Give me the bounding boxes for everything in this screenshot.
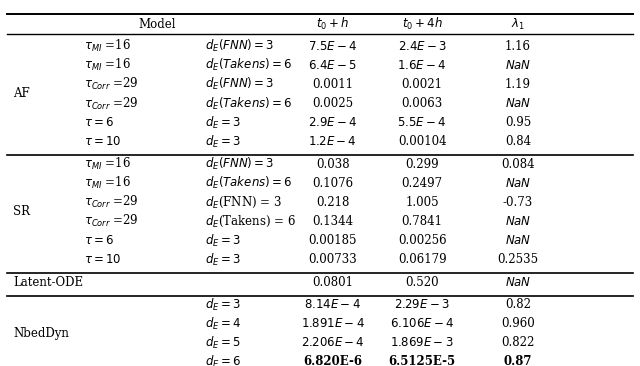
Text: 0.2535: 0.2535 bbox=[497, 253, 538, 266]
Text: 0.82: 0.82 bbox=[505, 298, 531, 311]
Text: $d_E = 5$: $d_E = 5$ bbox=[205, 335, 241, 351]
Text: -0.73: -0.73 bbox=[503, 196, 533, 209]
Text: 0.038: 0.038 bbox=[316, 158, 349, 171]
Text: $\tau_{MI}$ =16: $\tau_{MI}$ =16 bbox=[84, 156, 131, 172]
Text: 1.19: 1.19 bbox=[505, 78, 531, 91]
Text: 0.822: 0.822 bbox=[501, 336, 534, 349]
Text: 0.84: 0.84 bbox=[505, 135, 531, 148]
Text: $\tau_{MI}$ =16: $\tau_{MI}$ =16 bbox=[84, 57, 131, 74]
Text: $1.869E-3$: $1.869E-3$ bbox=[390, 336, 454, 349]
Text: 0.00256: 0.00256 bbox=[398, 234, 447, 247]
Text: $1.891E-4$: $1.891E-4$ bbox=[301, 317, 365, 330]
Text: $2.4E-3$: $2.4E-3$ bbox=[397, 40, 447, 53]
Text: $\tau_{Corr}$ =29: $\tau_{Corr}$ =29 bbox=[84, 96, 138, 112]
Text: $\lambda_1$: $\lambda_1$ bbox=[511, 17, 525, 32]
Text: $t_0 + h$: $t_0 + h$ bbox=[316, 16, 349, 33]
Text: $\tau = 10$: $\tau = 10$ bbox=[84, 135, 122, 148]
Text: $NaN$: $NaN$ bbox=[505, 59, 531, 72]
Text: $d_E = 3$: $d_E = 3$ bbox=[205, 251, 241, 268]
Text: Latent-ODE: Latent-ODE bbox=[13, 276, 84, 289]
Text: 0.1076: 0.1076 bbox=[312, 177, 353, 190]
Text: 0.2497: 0.2497 bbox=[402, 177, 443, 190]
Text: 0.520: 0.520 bbox=[405, 276, 439, 289]
Text: $8.14E-4$: $8.14E-4$ bbox=[305, 298, 361, 311]
Text: $6.106E-4$: $6.106E-4$ bbox=[390, 317, 454, 330]
Text: $d_E(Takens) = 6$: $d_E(Takens) = 6$ bbox=[205, 175, 292, 191]
Text: $\tau_{MI}$ =16: $\tau_{MI}$ =16 bbox=[84, 38, 131, 54]
Text: 0.95: 0.95 bbox=[505, 116, 531, 129]
Text: $NaN$: $NaN$ bbox=[505, 215, 531, 228]
Text: $2.206E-4$: $2.206E-4$ bbox=[301, 336, 365, 349]
Text: $d_E = 4$: $d_E = 4$ bbox=[205, 315, 241, 332]
Text: $d_E = 3$: $d_E = 3$ bbox=[205, 232, 241, 249]
Text: NbedDyn: NbedDyn bbox=[13, 327, 69, 340]
Text: 6.5125E-5: 6.5125E-5 bbox=[388, 355, 456, 366]
Text: $\tau_{Corr}$ =29: $\tau_{Corr}$ =29 bbox=[84, 76, 138, 93]
Text: 0.06179: 0.06179 bbox=[398, 253, 447, 266]
Text: $\tau_{MI}$ =16: $\tau_{MI}$ =16 bbox=[84, 175, 131, 191]
Text: SR: SR bbox=[13, 205, 31, 219]
Text: 0.218: 0.218 bbox=[316, 196, 349, 209]
Text: $d_E$(FNN) = 3: $d_E$(FNN) = 3 bbox=[205, 195, 282, 210]
Text: $\tau_{Corr}$ =29: $\tau_{Corr}$ =29 bbox=[84, 213, 138, 229]
Text: 0.0801: 0.0801 bbox=[312, 276, 353, 289]
Text: $d_E = 6$: $d_E = 6$ bbox=[205, 354, 241, 366]
Text: 0.0021: 0.0021 bbox=[402, 78, 443, 91]
Text: $d_E(Takens) = 6$: $d_E(Takens) = 6$ bbox=[205, 96, 292, 112]
Text: $\tau = 6$: $\tau = 6$ bbox=[84, 234, 114, 247]
Text: 1.16: 1.16 bbox=[505, 40, 531, 53]
Text: $\tau = 10$: $\tau = 10$ bbox=[84, 253, 122, 266]
Text: 0.084: 0.084 bbox=[501, 158, 535, 171]
Text: $d_E(Takens) = 6$: $d_E(Takens) = 6$ bbox=[205, 57, 292, 74]
Text: $5.5E-4$: $5.5E-4$ bbox=[397, 116, 447, 129]
Text: $d_E(FNN) = 3$: $d_E(FNN) = 3$ bbox=[205, 38, 275, 54]
Text: $6.4E-5$: $6.4E-5$ bbox=[308, 59, 357, 72]
Text: 0.299: 0.299 bbox=[405, 158, 439, 171]
Text: 6.820E-6: 6.820E-6 bbox=[303, 355, 362, 366]
Text: $2.29E-3$: $2.29E-3$ bbox=[394, 298, 450, 311]
Text: $d_E = 3$: $d_E = 3$ bbox=[205, 115, 241, 131]
Text: $1.6E-4$: $1.6E-4$ bbox=[397, 59, 447, 72]
Text: 0.00185: 0.00185 bbox=[308, 234, 357, 247]
Text: $NaN$: $NaN$ bbox=[505, 177, 531, 190]
Text: $NaN$: $NaN$ bbox=[505, 97, 531, 110]
Text: 0.0025: 0.0025 bbox=[312, 97, 353, 110]
Text: $NaN$: $NaN$ bbox=[505, 234, 531, 247]
Text: 0.0011: 0.0011 bbox=[312, 78, 353, 91]
Text: 0.1344: 0.1344 bbox=[312, 215, 353, 228]
Text: $t_0 + 4h$: $t_0 + 4h$ bbox=[402, 16, 442, 33]
Text: $2.9E-4$: $2.9E-4$ bbox=[308, 116, 358, 129]
Text: $\tau = 6$: $\tau = 6$ bbox=[84, 116, 114, 129]
Text: 0.960: 0.960 bbox=[501, 317, 535, 330]
Text: $d_E(FNN) = 3$: $d_E(FNN) = 3$ bbox=[205, 76, 275, 93]
Text: 0.00104: 0.00104 bbox=[398, 135, 447, 148]
Text: $\tau_{Corr}$ =29: $\tau_{Corr}$ =29 bbox=[84, 194, 138, 210]
Text: $d_E(FNN) = 3$: $d_E(FNN) = 3$ bbox=[205, 156, 275, 172]
Text: $d_E$(Takens) = 6: $d_E$(Takens) = 6 bbox=[205, 214, 296, 229]
Text: $7.5E-4$: $7.5E-4$ bbox=[308, 40, 358, 53]
Text: $NaN$: $NaN$ bbox=[505, 276, 531, 289]
Text: Model: Model bbox=[138, 18, 176, 31]
Text: 0.0063: 0.0063 bbox=[401, 97, 443, 110]
Text: AF: AF bbox=[13, 87, 30, 101]
Text: 0.00733: 0.00733 bbox=[308, 253, 357, 266]
Text: $d_E = 3$: $d_E = 3$ bbox=[205, 134, 241, 150]
Text: $1.2E-4$: $1.2E-4$ bbox=[308, 135, 357, 148]
Text: 0.7841: 0.7841 bbox=[402, 215, 443, 228]
Text: $d_E = 3$: $d_E = 3$ bbox=[205, 296, 241, 313]
Text: 1.005: 1.005 bbox=[405, 196, 439, 209]
Text: 0.87: 0.87 bbox=[504, 355, 532, 366]
